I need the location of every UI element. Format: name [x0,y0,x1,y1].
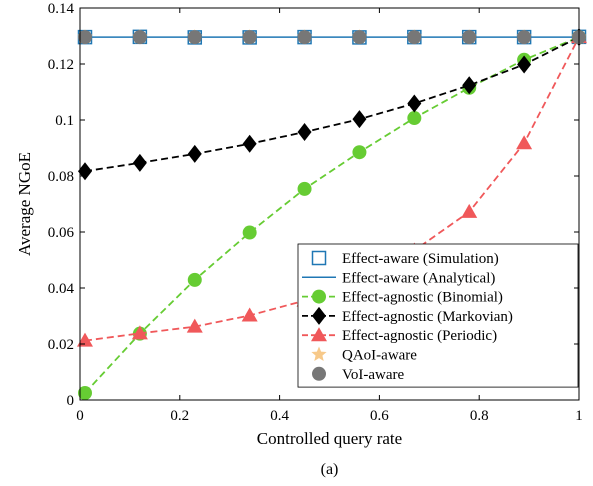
y-axis-label: Average NGoE [15,152,34,256]
series-line [84,36,580,173]
legend-item-effect-agnostic-markovian: Effect-agnostic (Markovian) [302,306,513,325]
axis-ticks: 0 0.2 0.4 0.6 0.8 1 0 0.02 0.04 0.06 0.08 0.1 0.12 0.… [48,1,583,424]
legend-label: QAoI-aware [342,348,417,364]
data-point [186,318,203,333]
data-point [461,203,478,218]
data-point [297,181,312,196]
data-point [352,30,367,45]
legend-marker [312,366,326,381]
y-tick-label: 0.06 [48,225,75,241]
series-line [84,36,580,342]
legend-box [297,243,579,388]
x-tick-label: 0.2 [170,408,189,424]
data-point [242,30,257,45]
y-tick-label: 0.14 [48,1,75,17]
legend-item-effect-aware-analytical: Effect-aware (Analytical) [302,270,495,286]
x-tick-label: 0.6 [370,408,389,424]
data-point [76,332,93,347]
legend: Effect-aware (Simulation) Effect-aware (A… [297,243,579,388]
x-tick-label: 0.4 [270,408,289,424]
legend-marker [312,306,326,325]
y-tick-label: 0.02 [48,337,74,353]
data-point [517,55,532,74]
legend-item-effect-agnostic-periodic: Effect-agnostic (Periodic) [302,327,497,344]
data-point [407,94,422,113]
legend-marker [312,289,326,304]
x-axis-label: Controlled query rate [257,429,402,448]
figure-caption: (a) [321,461,339,478]
data-point [517,30,532,45]
legend-label: Effect-agnostic (Markovian) [342,309,513,325]
data-point [462,30,477,45]
legend-item-qaoi-aware: QAoI-aware [311,346,417,364]
legend-item-effect-agnostic-binomial: Effect-agnostic (Binomial) [302,289,503,306]
data-point [132,153,147,172]
legend-label: Effect-agnostic (Binomial) [342,290,503,306]
legend-item-effect-aware-simulation: Effect-aware (Simulation) [311,250,499,267]
x-tick-label: 0 [76,408,84,424]
data-point [242,134,257,153]
data-point [352,110,367,129]
data-point [407,111,422,126]
series-voi-aware [77,30,586,45]
legend-item-voi-aware: VoI-aware [312,366,405,383]
data-point [187,30,202,45]
legend-marker [311,327,327,342]
y-tick-label: 0.04 [48,281,75,297]
plot-area [76,28,587,400]
legend-label: VoI-aware [342,367,405,383]
x-tick-label: 0.8 [470,408,489,424]
y-tick-label: 0.12 [48,57,74,73]
series-line [84,36,580,394]
data-point [297,123,312,142]
data-point [407,30,422,45]
data-point [131,325,148,340]
legend-marker [311,250,327,266]
data-point [516,135,533,150]
legend-label: Effect-agnostic (Periodic) [342,328,497,344]
data-point [462,76,477,95]
data-point [187,144,202,163]
legend-label: Effect-aware (Simulation) [342,251,499,267]
data-point [242,225,257,240]
data-point [132,30,147,45]
data-point [77,386,92,400]
data-point [297,30,312,45]
x-tick-label: 1 [575,408,583,424]
legend-marker [311,346,327,361]
y-tick-label: 0.1 [55,113,74,129]
y-tick-label: 0.08 [48,169,74,185]
y-tick-label: 0 [67,393,75,409]
data-point [187,272,202,287]
axes-frame [79,7,580,401]
data-point [241,307,258,322]
legend-label: Effect-aware (Analytical) [342,270,495,286]
data-point [77,30,92,45]
data-point [352,145,367,160]
